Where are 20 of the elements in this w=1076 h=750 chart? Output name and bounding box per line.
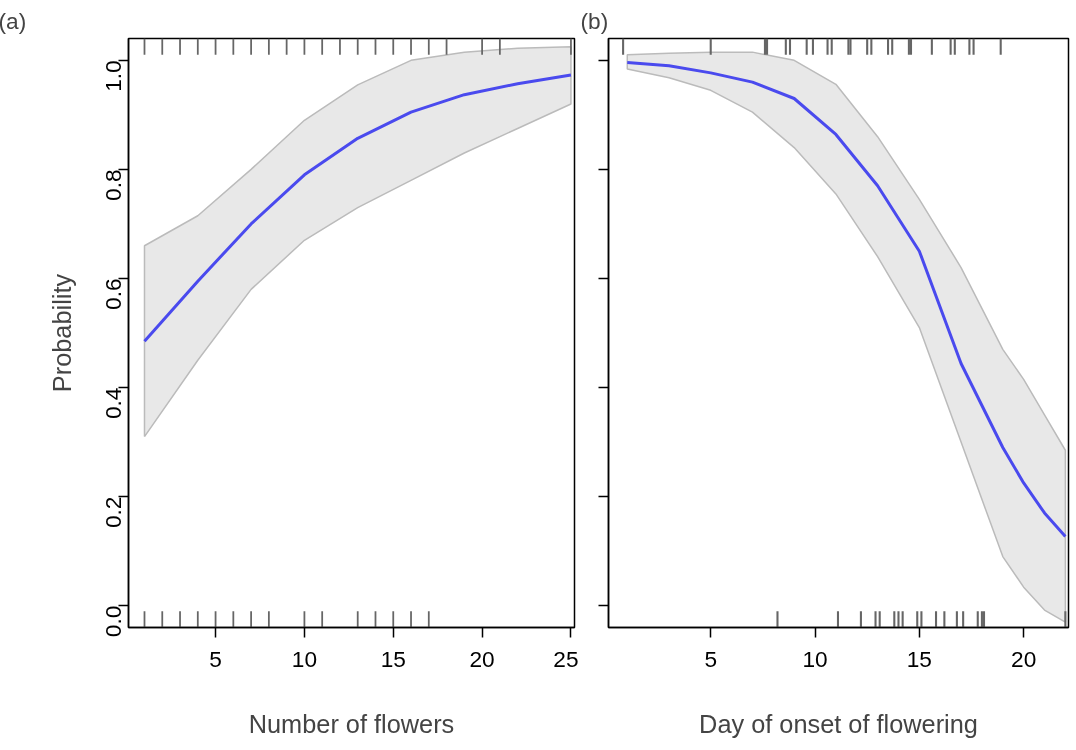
chart-title: (a) <box>0 7 27 34</box>
chart-title: (b) <box>580 7 609 34</box>
x-tick-label: 5 <box>209 645 222 672</box>
x-tick-label: 20 <box>469 645 495 672</box>
y-tick-label: 1.0 <box>100 60 126 92</box>
x-tick-label: 15 <box>906 645 932 672</box>
y-axis-title: Probability <box>47 273 76 393</box>
x-tick-label: 15 <box>380 645 406 672</box>
y-tick-label: 0.8 <box>100 169 126 201</box>
x-tick-label: 20 <box>1011 645 1037 672</box>
x-tick-label: 25 <box>553 645 579 672</box>
x-tick-label: 10 <box>291 645 318 672</box>
x-tick-label: 10 <box>802 645 828 672</box>
y-tick-label: 0.6 <box>100 278 126 310</box>
y-tick-label: 0.2 <box>100 496 126 529</box>
x-axis-title: Number of flowers <box>248 709 455 738</box>
x-axis-title: Day of onset of flowering <box>699 709 978 738</box>
x-tick-label: 5 <box>704 645 718 672</box>
y-tick-label: 0.0 <box>100 605 126 638</box>
y-tick-label: 0.4 <box>100 387 126 420</box>
